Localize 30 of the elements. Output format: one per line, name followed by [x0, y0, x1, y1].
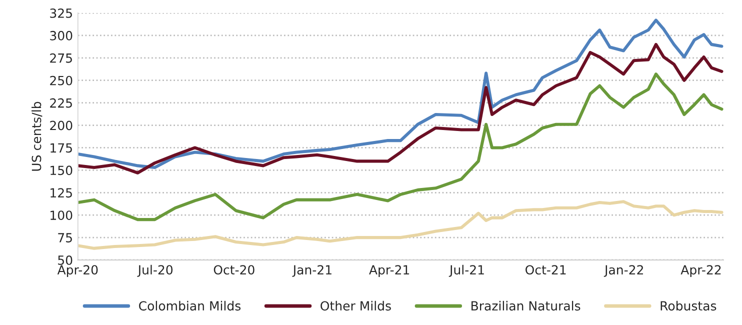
y-tick-label: 225	[50, 98, 72, 108]
x-tick-label: Apr-22	[680, 265, 721, 277]
y-axis-title: US cents/lb	[32, 102, 42, 171]
x-tick-label: Apr-21	[369, 265, 410, 277]
y-tick-label: 200	[50, 120, 72, 130]
line-series	[78, 72, 724, 222]
x-tick-label: Oct-20	[214, 265, 254, 275]
y-tick-label: 325	[50, 8, 72, 18]
legend-label: Other Milds	[320, 300, 391, 311]
y-tick-label: 150	[50, 166, 72, 176]
x-tick-label: Jan-21	[292, 265, 332, 277]
legend-label: Brazilian Naturals	[472, 300, 580, 311]
y-tick-label: 250	[50, 76, 72, 86]
y-tick-label: 100	[50, 210, 72, 220]
y-tick-label: 275	[50, 53, 72, 63]
x-tick-label: Apr-20	[57, 265, 98, 277]
x-tick-label: Jul-21	[448, 264, 484, 277]
y-tick-label: 300	[50, 30, 72, 40]
x-tick-label: Oct-21	[526, 265, 566, 275]
x-tick-label: Jan-22	[604, 265, 643, 277]
y-tick-label: 175	[50, 143, 72, 153]
line-series	[78, 18, 724, 170]
legend-label: Robustas	[660, 300, 716, 311]
line-series	[78, 42, 724, 174]
y-tick-label: 125	[50, 188, 72, 198]
line-series	[78, 200, 724, 250]
y-tick-label: 75	[58, 233, 72, 242]
legend-label: Colombian Milds	[139, 300, 241, 311]
x-tick-label: Jul-20	[137, 264, 173, 277]
y-tick-label: 50	[58, 255, 72, 265]
